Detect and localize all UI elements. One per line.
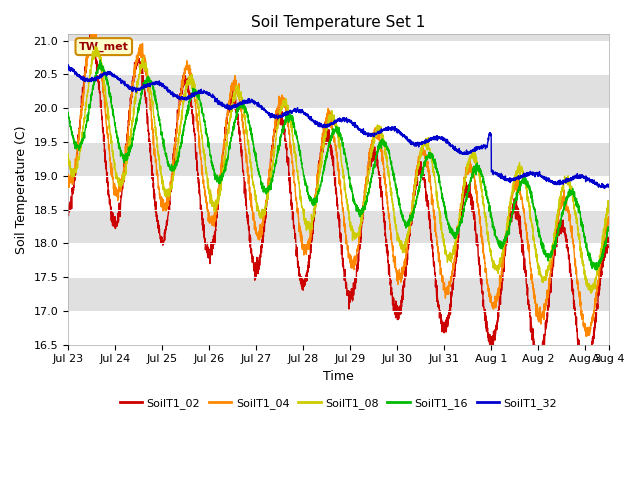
Bar — [68, 277, 609, 311]
Title: Soil Temperature Set 1: Soil Temperature Set 1 — [252, 15, 426, 30]
Bar — [68, 41, 609, 74]
Bar — [68, 176, 609, 210]
Y-axis label: Soil Temperature (C): Soil Temperature (C) — [15, 125, 28, 253]
Legend: SoilT1_02, SoilT1_04, SoilT1_08, SoilT1_16, SoilT1_32: SoilT1_02, SoilT1_04, SoilT1_08, SoilT1_… — [115, 394, 561, 414]
Bar — [68, 74, 609, 108]
X-axis label: Time: Time — [323, 370, 354, 383]
Bar — [68, 142, 609, 176]
Bar — [68, 243, 609, 277]
Text: TW_met: TW_met — [79, 41, 129, 52]
Bar — [68, 7, 609, 41]
Bar — [68, 210, 609, 243]
Bar — [68, 108, 609, 142]
Bar — [68, 311, 609, 345]
